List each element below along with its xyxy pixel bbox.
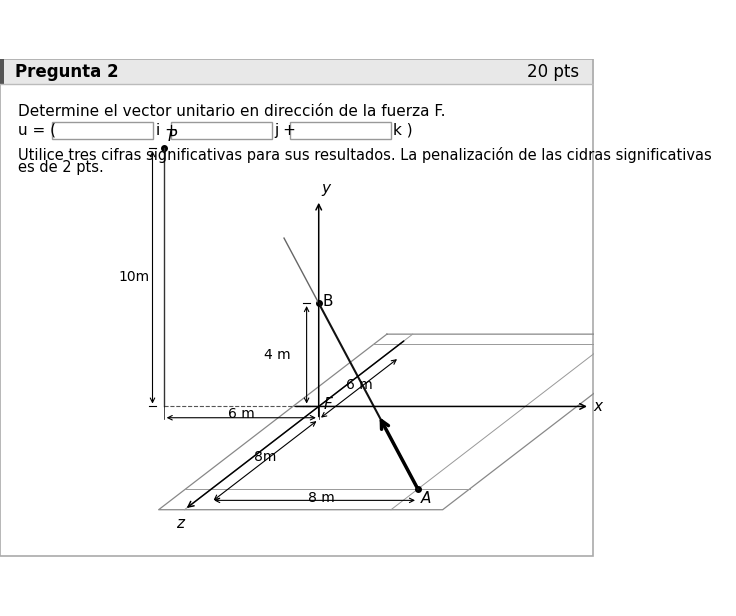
Text: 8m: 8m — [254, 450, 276, 464]
Text: 10m: 10m — [118, 270, 149, 285]
Text: Determine el vector unitario en dirección de la fuerza F.: Determine el vector unitario en direcció… — [18, 104, 445, 119]
Text: j +: j + — [275, 123, 296, 138]
Text: B: B — [323, 294, 333, 309]
Text: es de 2 pts.: es de 2 pts. — [18, 160, 104, 174]
Text: i +: i + — [156, 123, 177, 138]
Text: 6 m: 6 m — [346, 378, 372, 392]
Text: z: z — [177, 516, 185, 531]
Text: 6 m: 6 m — [228, 407, 255, 421]
Text: P: P — [168, 129, 177, 144]
Text: F: F — [324, 397, 333, 411]
Text: 8 m: 8 m — [308, 491, 334, 505]
Bar — [0, 60, 4, 84]
Text: Utilice tres cifras significativas para sus resultados. La penalización de las c: Utilice tres cifras significativas para … — [18, 147, 712, 163]
Text: k ): k ) — [393, 123, 413, 138]
FancyBboxPatch shape — [290, 121, 391, 139]
Text: 20 pts: 20 pts — [527, 63, 579, 81]
Bar — [0, 60, 594, 84]
Text: u = (: u = ( — [18, 123, 56, 138]
FancyBboxPatch shape — [171, 121, 272, 139]
Text: Pregunta 2: Pregunta 2 — [15, 63, 118, 81]
Text: y: y — [321, 181, 330, 196]
Text: 4 m: 4 m — [263, 348, 291, 362]
Text: x: x — [593, 399, 602, 414]
Text: A: A — [421, 492, 431, 506]
FancyBboxPatch shape — [52, 121, 153, 139]
